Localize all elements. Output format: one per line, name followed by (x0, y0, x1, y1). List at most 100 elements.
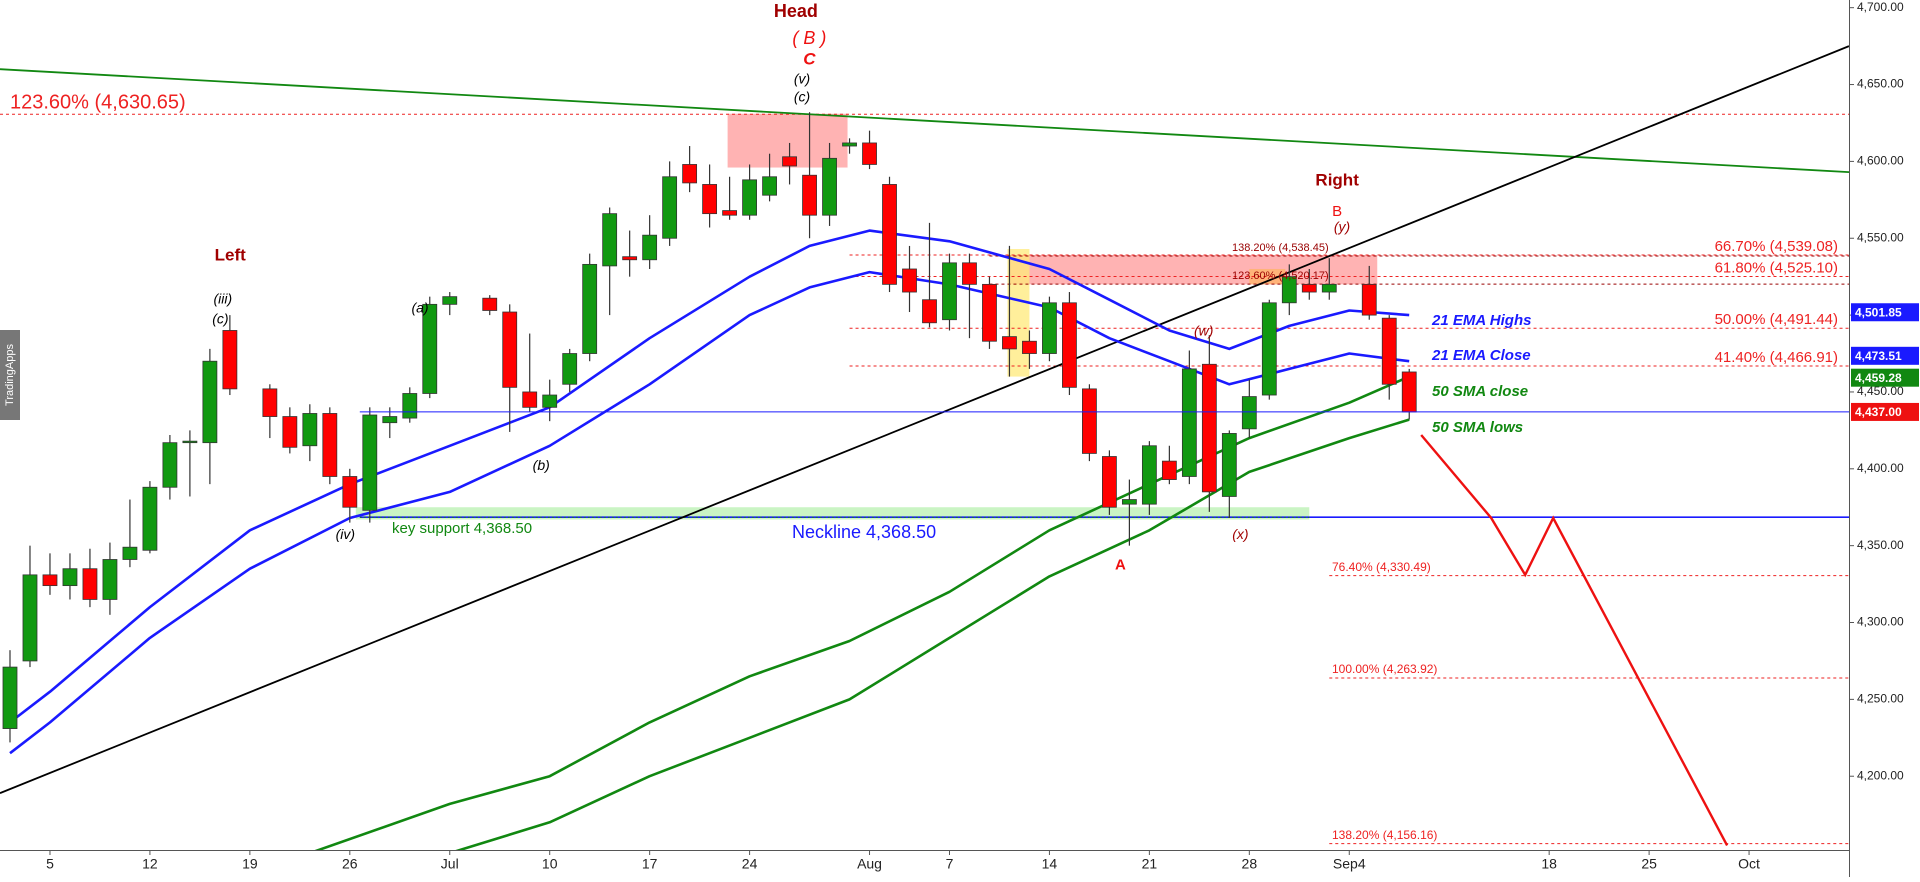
candle (942, 253, 957, 331)
key-support-label: key support 4,368.50 (392, 520, 532, 537)
y-tick-label: 4,650.00 (1857, 77, 1904, 91)
price-tag (1851, 368, 1919, 387)
candle-body (742, 179, 757, 216)
wave-annotation: (x) (1232, 526, 1248, 542)
fib-label: 61.80% (4,525.10) (1715, 259, 1838, 276)
candle (1241, 379, 1257, 439)
candle (1321, 258, 1337, 300)
candle-body (782, 156, 797, 167)
y-tick-label: 4,400.00 (1857, 461, 1904, 475)
candle-body (1201, 363, 1217, 493)
fib-label: 100.00% (4,263.92) (1332, 662, 1437, 676)
candle (1121, 479, 1137, 546)
ma-label: 21 EMA Close (1431, 347, 1531, 364)
candle (602, 207, 618, 316)
candle-body (882, 184, 897, 285)
candle (162, 434, 178, 500)
zone (1249, 268, 1286, 285)
candle (1042, 296, 1057, 362)
price-tag (1851, 303, 1919, 322)
candle-body (1261, 302, 1277, 396)
fib-label: 138.20% (4,156.16) (1332, 828, 1437, 842)
candle (362, 407, 378, 523)
candle (382, 407, 398, 439)
candle (1022, 330, 1037, 369)
trendline (0, 45, 1849, 794)
wave-annotation: Left (215, 245, 247, 264)
candle (2, 650, 18, 743)
x-tick-label: 21 (1142, 856, 1158, 872)
candle-body (962, 262, 977, 285)
candle-body (302, 413, 318, 447)
candle (422, 296, 438, 399)
candle-body (22, 574, 38, 662)
x-tick-label: Aug (857, 856, 882, 872)
price-tag (1851, 346, 1919, 365)
candle-body (1002, 336, 1017, 350)
wave-annotation: (w) (1194, 323, 1213, 339)
y-tick-label: 4,350.00 (1857, 538, 1904, 552)
y-tick-label: 4,600.00 (1857, 154, 1904, 168)
y-tick-label: 4,700.00 (1857, 0, 1904, 14)
candle-body (262, 388, 278, 417)
candle-body (342, 476, 358, 508)
candle (762, 153, 777, 202)
candle (1002, 245, 1017, 377)
candle (802, 112, 817, 239)
candle-body (2, 666, 18, 729)
candle-body (182, 440, 198, 444)
candle-body (102, 559, 118, 600)
candle-body (482, 297, 498, 311)
candle (1401, 368, 1417, 420)
candle-body (522, 391, 538, 408)
candle (702, 164, 718, 228)
candle (582, 253, 598, 362)
candle (842, 138, 857, 154)
candle-body (142, 486, 158, 551)
x-tick-label: 28 (1242, 856, 1258, 872)
x-tick-label: Jul (441, 856, 459, 872)
candle (22, 545, 38, 668)
candle-body (1022, 340, 1037, 354)
candle-body (762, 176, 777, 196)
candle-body (222, 330, 238, 390)
candle-body (1062, 302, 1077, 388)
x-tick-label: 17 (642, 856, 658, 872)
y-tick-label: 4,250.00 (1857, 692, 1904, 706)
candle (442, 292, 458, 316)
candle-body (642, 234, 658, 261)
candle-body (682, 164, 698, 184)
candle-body (1281, 276, 1297, 304)
candle-body (282, 416, 298, 448)
candle (922, 222, 937, 328)
candle (902, 245, 917, 313)
candle (782, 142, 797, 185)
x-tick-label: Oct (1738, 856, 1760, 872)
candle-body (202, 360, 218, 444)
watermark-box (0, 330, 20, 420)
wave-annotation: ( B ) (792, 28, 826, 48)
candle-body (822, 157, 837, 216)
candle-body (422, 303, 438, 394)
candle (962, 253, 977, 339)
candle-body (902, 268, 917, 293)
candle (342, 468, 358, 523)
x-tick-label: 26 (342, 856, 358, 872)
wave-annotation: Right (1315, 171, 1359, 190)
zone (1007, 249, 1030, 377)
candle (562, 348, 578, 392)
ma-line (455, 418, 1410, 850)
wave-annotation: (iv) (336, 526, 355, 542)
candle (62, 553, 78, 600)
candle (122, 499, 138, 568)
candle (182, 430, 198, 497)
watermark: TradingApps (4, 344, 16, 406)
ma-line (9, 270, 1410, 755)
candle (642, 215, 658, 269)
candle (482, 295, 498, 316)
candle (502, 304, 518, 432)
candle (142, 481, 158, 554)
candle-body (1401, 371, 1417, 413)
candle (742, 164, 757, 220)
